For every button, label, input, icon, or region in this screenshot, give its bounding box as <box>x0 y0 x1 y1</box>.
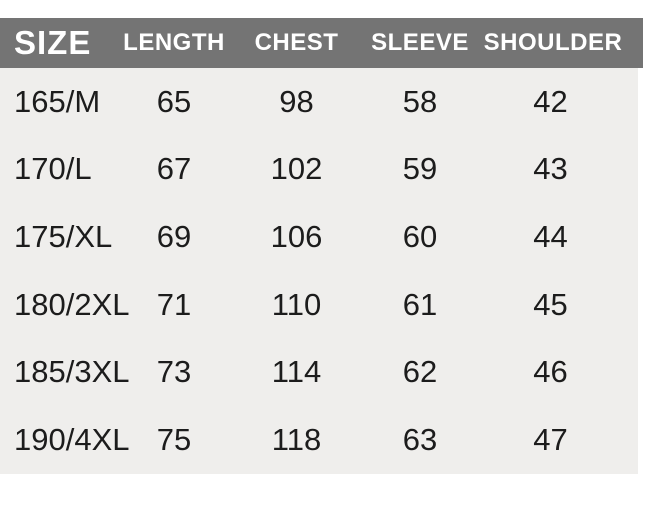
size-chart-body: 165/M 65 98 58 42 170/L 67 102 59 43 175… <box>0 68 638 474</box>
cell-sleeve: 63 <box>402 422 438 458</box>
cell-sleeve: 62 <box>402 354 438 390</box>
size-chart-header-row: SIZE LENGTH CHEST SLEEVE SHOULDER <box>0 18 643 68</box>
cell-chest: 118 <box>271 422 322 458</box>
cell-shoulder: 47 <box>533 422 568 458</box>
cell-shoulder: 46 <box>533 354 568 390</box>
table-row: 165/M 65 98 58 42 <box>0 68 638 136</box>
cell-chest: 114 <box>271 354 322 390</box>
table-row: 175/XL 69 106 60 44 <box>0 203 638 271</box>
cell-length: 65 <box>156 83 192 119</box>
cell-length: 71 <box>156 286 192 322</box>
cell-chest: 106 <box>270 219 323 255</box>
cell-sleeve: 60 <box>402 219 438 255</box>
cell-size: 190/4XL <box>14 422 130 458</box>
column-header-sleeve: SLEEVE <box>371 29 469 56</box>
cell-shoulder: 45 <box>533 286 568 322</box>
cell-shoulder: 42 <box>533 83 568 119</box>
cell-sleeve: 61 <box>402 286 438 322</box>
column-header-size: SIZE <box>14 24 92 61</box>
cell-length: 73 <box>156 354 192 390</box>
cell-size: 170/L <box>14 151 92 187</box>
cell-length: 67 <box>156 151 192 187</box>
cell-length: 75 <box>156 422 192 458</box>
column-header-shoulder: SHOULDER <box>483 29 623 56</box>
table-row: 190/4XL 75 118 63 47 <box>0 406 638 474</box>
cell-size: 165/M <box>14 83 101 119</box>
cell-shoulder: 44 <box>533 219 568 255</box>
cell-shoulder: 43 <box>533 151 568 187</box>
cell-chest: 102 <box>270 151 323 187</box>
cell-size: 180/2XL <box>14 286 130 322</box>
table-row: 185/3XL 73 114 62 46 <box>0 339 638 407</box>
cell-length: 69 <box>156 219 192 255</box>
cell-chest: 98 <box>279 83 314 119</box>
column-header-chest: CHEST <box>254 29 339 56</box>
column-header-length: LENGTH <box>123 29 225 56</box>
cell-size: 175/XL <box>14 219 113 255</box>
cell-sleeve: 59 <box>402 151 438 187</box>
cell-sleeve: 58 <box>402 83 438 119</box>
table-row: 180/2XL 71 110 61 45 <box>0 271 638 339</box>
cell-size: 185/3XL <box>14 354 130 390</box>
cell-chest: 110 <box>271 286 322 322</box>
table-row: 170/L 67 102 59 43 <box>0 136 638 204</box>
